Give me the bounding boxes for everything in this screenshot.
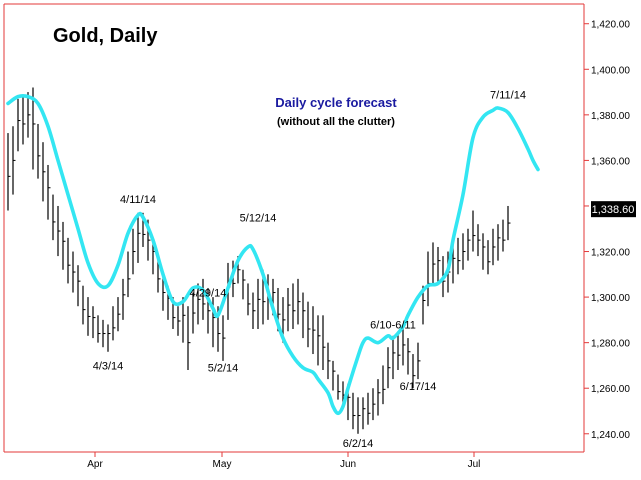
y-tick-label: 1,280.00	[591, 339, 630, 350]
chart-title: Gold, Daily	[53, 25, 158, 47]
last-price-label: 1,338.60	[592, 204, 635, 216]
cycle-label: 6/17/14	[400, 381, 437, 393]
y-tick-label: 1,320.00	[591, 248, 630, 259]
cycle-label: 5/2/14	[208, 363, 239, 375]
last-price-marker: 1,338.60	[591, 201, 636, 218]
x-tick-label: Apr	[87, 459, 103, 470]
y-tick-label: 1,260.00	[591, 384, 630, 395]
x-axis-layer: Apr May Jun Jul	[3, 3, 584, 470]
y-axis-layer: 1,240.00 1,260.00 1,280.00 1,300.00 1,320.00…	[583, 4, 630, 452]
cycle-label: 5/12/14	[240, 212, 277, 224]
forecast-layer	[6, 93, 540, 416]
y-tick-label: 1,400.00	[591, 65, 630, 76]
cycle-label: 6/2/14	[343, 438, 374, 450]
last-price-box	[591, 201, 636, 218]
annotation-labels-layer: 4/3/14 4/11/14 4/29/14 5/2/14 5/12/14 6/2/14 6…	[93, 89, 526, 450]
y-tick-label: 1,300.00	[591, 293, 630, 304]
forecast-line	[6, 93, 540, 416]
y-tick-label: 1,420.00	[591, 20, 630, 31]
cycle-label: 7/11/14	[490, 89, 526, 101]
cycle-label: 4/29/14	[190, 288, 227, 300]
x-tick-label: Jul	[468, 459, 481, 470]
x-tick-label: Jun	[340, 459, 356, 470]
y-tick-label: 1,240.00	[591, 430, 630, 441]
cycle-label: 4/3/14	[93, 360, 124, 372]
y-tick-label: 1,380.00	[591, 111, 630, 122]
cycle-label: 6/10-6/11	[370, 319, 416, 331]
annotation-subtitle: (without all the clutter)	[277, 116, 395, 128]
cycle-label: 4/11/14	[120, 194, 156, 206]
y-tick-label: 1,360.00	[591, 156, 630, 167]
x-tick-label: May	[213, 459, 232, 470]
annotation-title: Daily cycle forecast	[275, 95, 397, 110]
